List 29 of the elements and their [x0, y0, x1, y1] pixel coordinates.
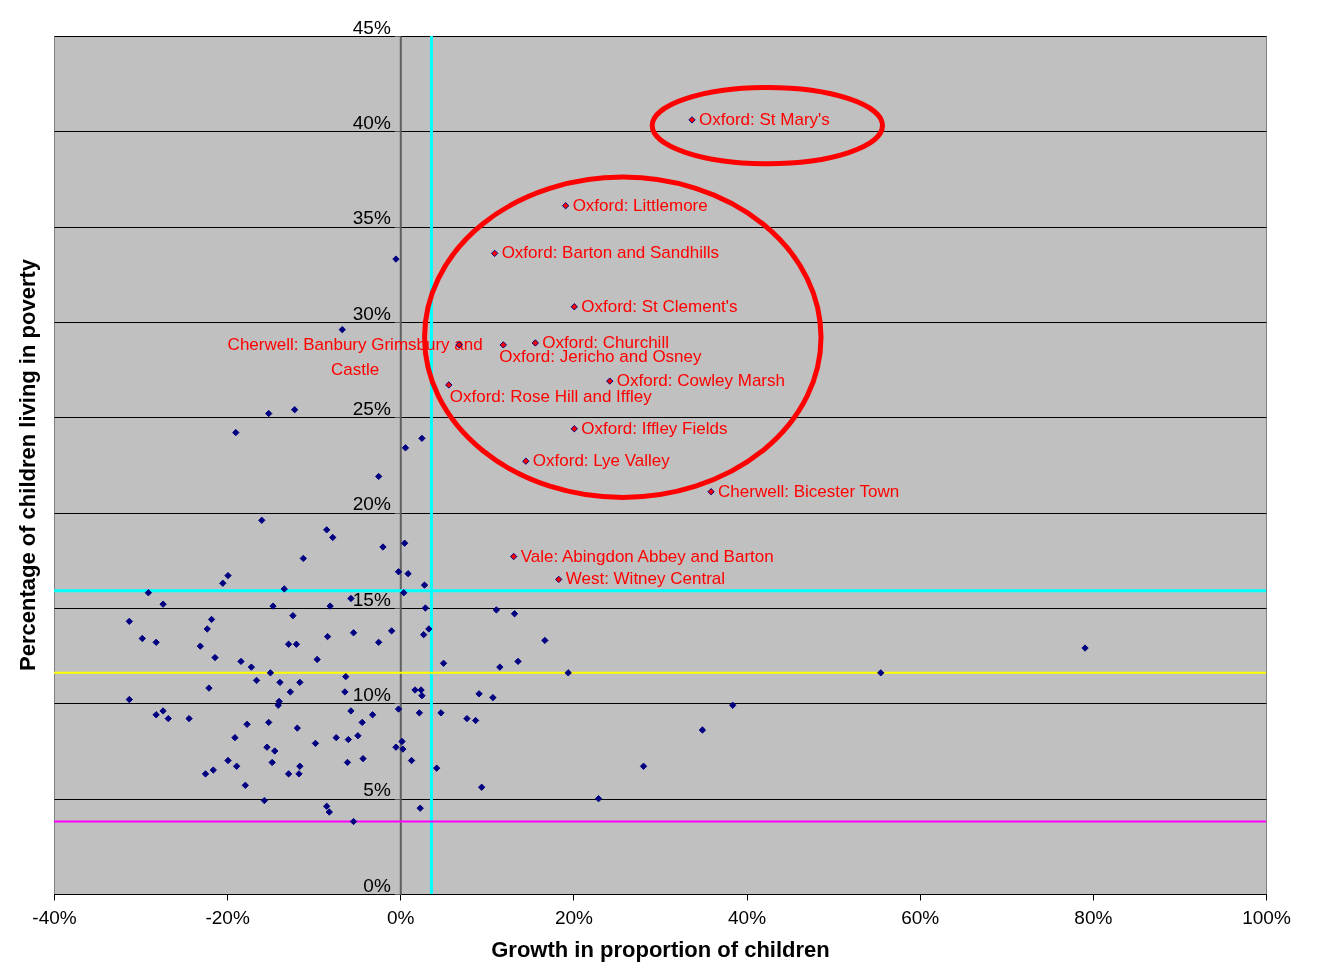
annotation: Cherwell: Bicester Town — [718, 481, 900, 501]
y-tick-label: 0% — [363, 874, 391, 896]
y-axis-title: Percentage of children living in poverty — [15, 258, 40, 671]
y-tick-label: 10% — [352, 683, 391, 705]
x-tick-label: 40% — [728, 906, 767, 928]
annotation: Oxford: Barton and Sandhills — [501, 243, 720, 263]
y-tick-label: 25% — [352, 397, 391, 419]
annotation: Vale: Abingdon Abbey and Barton — [520, 546, 774, 566]
y-tick-label: 35% — [352, 207, 391, 229]
annotation: Oxford: St Mary's — [699, 109, 830, 129]
annotation: Oxford: St Clement's — [581, 296, 738, 316]
x-tick-label: 80% — [1074, 906, 1113, 928]
x-tick-label: 60% — [901, 906, 940, 928]
y-tick-label: 40% — [352, 111, 391, 133]
y-tick-label: 20% — [352, 493, 391, 515]
x-tick-label: 100% — [1242, 906, 1291, 928]
annotation: West: Witney Central — [565, 569, 726, 589]
x-tick-label: -20% — [205, 906, 250, 928]
x-tick-label: -40% — [32, 906, 77, 928]
annotation: Oxford: Lye Valley — [532, 451, 671, 471]
annotation: Oxford: Littlemore — [572, 195, 708, 215]
annotation: Oxford: Iffley Fields — [581, 418, 728, 438]
x-axis-title: Growth in proportion of children — [491, 936, 830, 962]
x-tick-label: 20% — [554, 906, 594, 928]
y-tick-label: 15% — [352, 588, 391, 610]
y-tick-label: 45% — [352, 16, 391, 38]
y-tick-label: 5% — [363, 779, 391, 801]
x-tick-label: 0% — [387, 906, 415, 928]
y-tick-label: 30% — [352, 302, 391, 324]
